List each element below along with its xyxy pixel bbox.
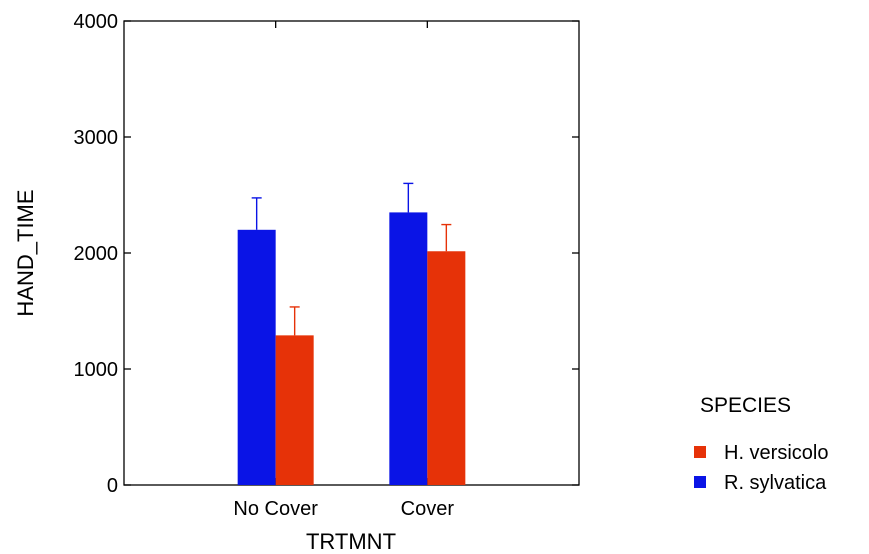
- y-axis: 0 1000 2000 3000 4000: [74, 11, 580, 497]
- x-tick-label: No Cover: [233, 498, 318, 520]
- x-axis-title: TRTMNT: [306, 529, 396, 554]
- legend-label: H. versicolo: [724, 442, 828, 464]
- y-axis-title: HAND_TIME: [13, 189, 38, 316]
- y-tick-label: 3000: [74, 127, 119, 149]
- x-tick-label: Cover: [401, 498, 455, 520]
- y-tick-label: 4000: [74, 11, 119, 33]
- legend-label: R. sylvatica: [724, 472, 827, 494]
- bar: [238, 230, 276, 485]
- bar-series-group: [238, 183, 466, 485]
- legend: SPECIES H. versicolo R. sylvatica: [694, 394, 828, 494]
- bar: [276, 335, 314, 485]
- y-tick-label: 0: [107, 475, 118, 497]
- legend-swatch: [694, 446, 706, 458]
- bar: [427, 251, 465, 485]
- plot-frame: [124, 21, 579, 485]
- y-tick-label: 2000: [74, 243, 119, 265]
- y-tick-label: 1000: [74, 359, 119, 381]
- bar: [389, 212, 427, 485]
- legend-swatch: [694, 476, 706, 488]
- legend-title: SPECIES: [700, 394, 791, 417]
